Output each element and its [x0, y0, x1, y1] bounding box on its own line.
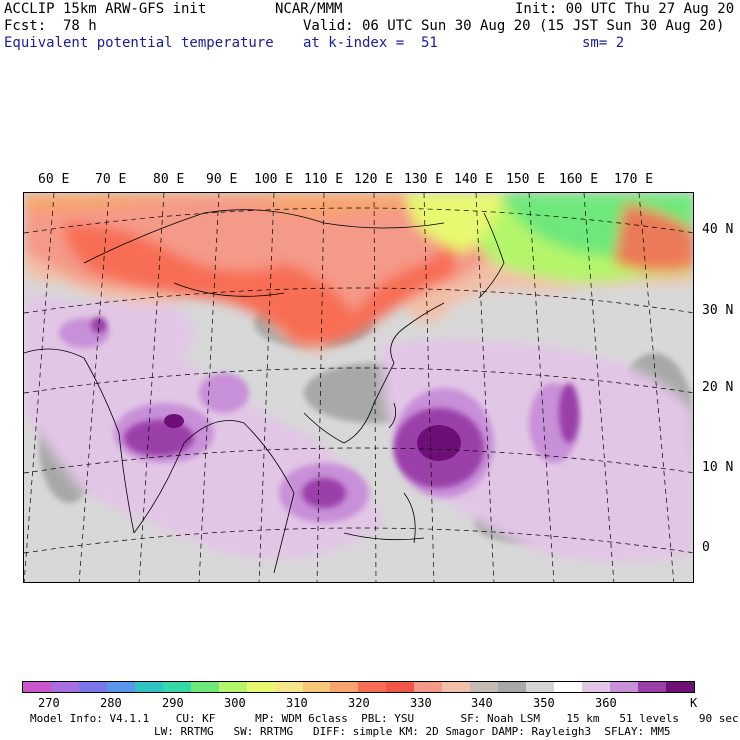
colorbar-swatch	[50, 682, 79, 692]
colorbar-swatch	[274, 682, 303, 692]
lon-label: 170 E	[614, 172, 654, 187]
lon-label: 110 E	[304, 172, 344, 187]
lon-label: 160 E	[559, 172, 599, 187]
lon-label: 90 E	[206, 172, 238, 187]
colorbar-swatch	[526, 682, 555, 692]
colorbar-swatch	[665, 682, 694, 692]
colorbar-tick: 340	[471, 696, 493, 710]
lon-label: 70 E	[95, 172, 127, 187]
smoothing-label: sm= 2	[582, 35, 625, 51]
colorbar-tick: 310	[286, 696, 308, 710]
lat-label: 0	[702, 540, 710, 555]
map-panel	[23, 192, 694, 583]
lon-label: 140 E	[454, 172, 494, 187]
colorbar-swatch	[582, 682, 611, 692]
colorbar-swatch	[330, 682, 359, 692]
colorbar-swatch	[442, 682, 471, 692]
colorbar-swatch	[414, 682, 443, 692]
colorbar-swatch	[190, 682, 219, 692]
lat-label: 30 N	[702, 303, 734, 318]
physics-info-line: LW: RRTMG SW: RRTMG DIFF: simple KM: 2D …	[154, 725, 671, 738]
theta-e-field	[24, 193, 693, 582]
colorbar-swatch	[637, 682, 666, 692]
lat-label: 10 N	[702, 460, 734, 475]
lon-label: 150 E	[506, 172, 546, 187]
colorbar	[22, 681, 695, 693]
colorbar-swatch	[554, 682, 583, 692]
colorbar-tick: 280	[100, 696, 122, 710]
organization-label: NCAR/MMM	[275, 1, 343, 17]
colorbar-swatch	[218, 682, 247, 692]
colorbar-tick: 350	[533, 696, 555, 710]
colorbar-unit: K	[690, 696, 698, 710]
lat-label: 20 N	[702, 380, 734, 395]
field-name: Equivalent potential temperature	[4, 35, 274, 51]
init-time: Init: 00 UTC Thu 27 Aug 20	[515, 1, 735, 17]
colorbar-tick: 320	[348, 696, 370, 710]
colorbar-swatch	[358, 682, 387, 692]
valid-time: Valid: 06 UTC Sun 30 Aug 20 (15 JST Sun …	[303, 18, 725, 34]
colorbar-tick: 290	[162, 696, 184, 710]
lon-label: 120 E	[354, 172, 394, 187]
colorbar-swatch	[23, 682, 51, 692]
lon-label: 60 E	[38, 172, 70, 187]
forecast-hour: Fcst: 78 h	[4, 18, 97, 34]
colorbar-swatch	[162, 682, 191, 692]
colorbar-swatch	[470, 682, 499, 692]
lon-label: 100 E	[254, 172, 294, 187]
model-title: ACCLIP 15km ARW-GFS init	[4, 1, 207, 17]
colorbar-swatch	[134, 682, 163, 692]
level-label: at k-index = 51	[303, 35, 438, 51]
lat-label: 40 N	[702, 222, 734, 237]
colorbar-tick: 300	[224, 696, 246, 710]
lon-label: 80 E	[153, 172, 185, 187]
colorbar-swatch	[302, 682, 331, 692]
colorbar-tick: 330	[410, 696, 432, 710]
colorbar-swatch	[246, 682, 275, 692]
colorbar-tick: 270	[38, 696, 60, 710]
model-info-line: Model Info: V4.1.1 CU: KF MP: WDM 6class…	[30, 712, 739, 725]
colorbar-swatch	[610, 682, 638, 692]
lon-label: 130 E	[404, 172, 444, 187]
colorbar-swatch	[386, 682, 415, 692]
colorbar-tick: 360	[595, 696, 617, 710]
colorbar-swatch	[498, 682, 527, 692]
colorbar-swatch	[106, 682, 135, 692]
colorbar-swatch	[78, 682, 107, 692]
